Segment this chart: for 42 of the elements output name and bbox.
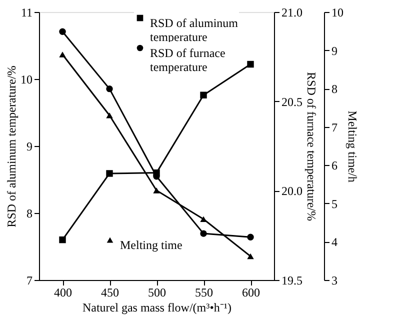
x-tick-label: 550: [195, 286, 213, 300]
point: [59, 236, 66, 244]
y2-axis-title: RSD of furnace temperature/%: [304, 72, 318, 221]
x-tick-label: 400: [54, 286, 72, 300]
point: [200, 230, 207, 237]
point: [106, 85, 113, 92]
y2-tick-label: 20.0: [282, 184, 302, 198]
legend-label: RSD of aluminum temperature: [150, 16, 239, 44]
y3-tick-label: 6: [332, 158, 338, 173]
y3-tick-label: 4: [332, 235, 338, 250]
y3-axis-title: Melting time/h: [346, 110, 360, 182]
y3-tick-label: 10: [332, 6, 344, 20]
x-tick-label: 500: [148, 286, 166, 300]
y3-tick-label: 7: [332, 120, 338, 134]
x-tick-label: 450: [101, 286, 119, 300]
y3-tick-label: 3: [332, 274, 338, 288]
legend-label: Melting time: [120, 238, 182, 252]
y-tick-label: 9: [26, 140, 32, 154]
y-tick-label: 8: [26, 206, 32, 220]
y-axis-title: RSD of aluminum temperature/%: [4, 66, 18, 228]
point: [247, 234, 254, 240]
y2-tick-label: 20.5: [282, 94, 302, 109]
point: [59, 28, 66, 35]
point: [200, 92, 207, 98]
y2-tick-label: 19.5: [282, 274, 302, 288]
point: [247, 253, 254, 260]
y-tick-label: 11: [20, 6, 32, 20]
y-tick-label: 10: [20, 72, 32, 86]
point: [106, 170, 113, 177]
y-tick-label: 7: [26, 274, 32, 288]
legend-label: RSD of furnace temperature: [150, 46, 226, 74]
x-tick-label: 600: [242, 286, 260, 300]
y3-tick-label: 9: [332, 44, 338, 58]
x-axis-title: Naturel gas mass flow/(m³•h⁻¹): [82, 300, 232, 314]
point: [106, 112, 113, 118]
y3-tick-label: 8: [332, 82, 338, 96]
point: [200, 216, 207, 222]
point: [59, 52, 66, 58]
y3-tick-label: 5: [332, 196, 338, 211]
point: [153, 188, 160, 194]
y2-tick-label: 21.0: [282, 6, 302, 20]
point: [247, 60, 254, 68]
